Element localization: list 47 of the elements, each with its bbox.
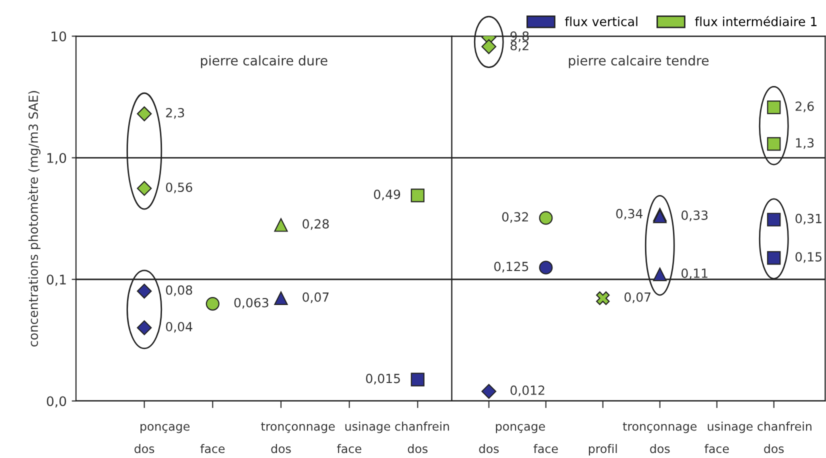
data-label: 0,49	[374, 190, 400, 200]
x-tick-label: dos	[764, 444, 784, 454]
data-label: 2,6	[796, 101, 814, 112]
data-label: 0,07	[302, 292, 329, 304]
legend-label: flux vertical	[564, 16, 638, 26]
data-label: 0,07	[624, 292, 650, 304]
x-tick-label: face	[534, 444, 558, 454]
x-tick-label: dos	[134, 444, 154, 454]
x-tick-label: face	[337, 444, 362, 454]
data-label: 0,31	[796, 214, 822, 225]
data-label: 0,15	[796, 252, 822, 263]
x-tick-label: dos	[271, 444, 291, 454]
text: pierre calcaire dure	[200, 55, 328, 68]
text: tronçonnage	[622, 422, 697, 434]
text: ponçage	[140, 424, 190, 434]
y-tick-label: 0,1	[46, 274, 66, 286]
data-label: 2,3	[166, 108, 184, 119]
x-tick-label: profil	[588, 444, 617, 456]
y-tick-label: 0,0	[46, 396, 66, 408]
data-label: 1,3	[796, 138, 814, 149]
text: pierre calcaire tendre	[568, 55, 709, 68]
text: tronçonnage	[261, 422, 335, 434]
x-tick-label: face	[704, 444, 729, 454]
data-label: 0,11	[682, 268, 708, 280]
legend-label: flux intermédiaire 1	[695, 16, 817, 26]
data-label: 0,28	[302, 219, 329, 230]
data-label: 0,56	[166, 182, 192, 194]
data-label: 0,34	[616, 208, 643, 220]
data-label: 0,32	[502, 212, 528, 223]
x-tick-label: dos	[479, 444, 499, 454]
data-label: 0,012	[510, 386, 544, 396]
x-tick-label: face	[200, 444, 225, 454]
text: usinage chanfrein	[345, 422, 449, 434]
text: ponçage	[496, 424, 545, 434]
data-label: 0,04	[166, 322, 192, 333]
text: usinage chanfrein	[708, 422, 812, 434]
y-axis-title: concentrations photomètre (mg/m3 SAE)	[28, 91, 40, 346]
data-label: 0,08	[166, 285, 192, 296]
data-label: 0,015	[366, 374, 400, 384]
x-tick-label: dos	[650, 444, 670, 454]
y-tick-label: 10	[52, 31, 66, 42]
data-label: 0,33	[682, 210, 708, 222]
data-label: 8,2	[510, 40, 528, 52]
y-tick-label: 1,0	[47, 153, 66, 164]
x-tick-label: dos	[408, 444, 428, 454]
data-label: 0,125	[494, 262, 528, 272]
data-label: 0,063	[234, 298, 268, 309]
